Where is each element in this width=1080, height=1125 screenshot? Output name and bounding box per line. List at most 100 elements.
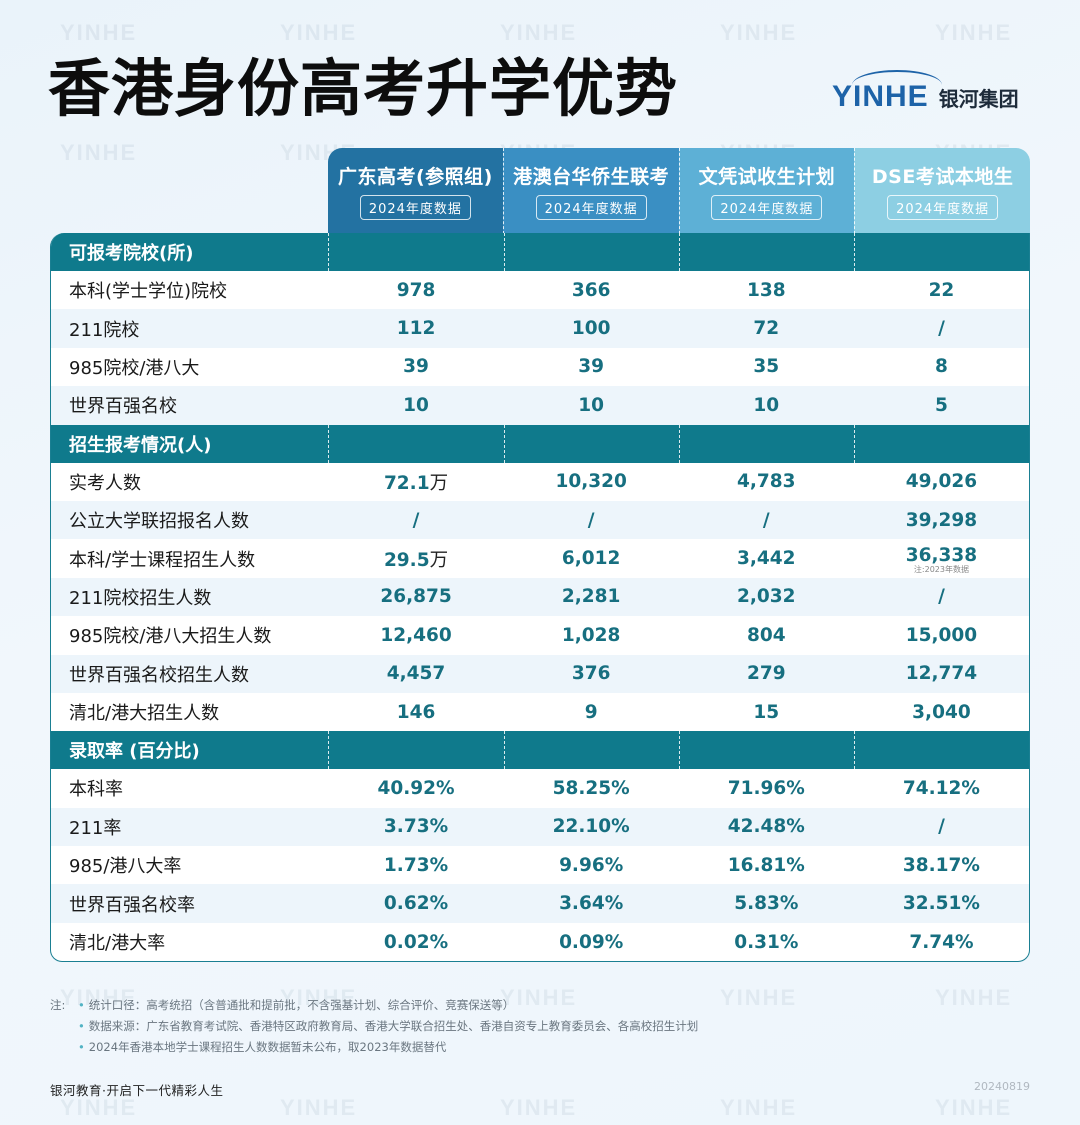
cell-value-wrap: 71.96% [728, 778, 805, 799]
section-title: 招生报考情况(人) [69, 434, 212, 456]
watermark-text: YINHE [280, 1095, 358, 1120]
cell-value-wrap: 2,281 [562, 586, 621, 607]
cell-value: 22 [928, 279, 955, 301]
table-cell: 12,460 [328, 616, 503, 654]
table-cell: 22.10% [504, 808, 679, 846]
yinhe-logo-icon: YINHE [832, 70, 942, 112]
cell-value-wrap: 39 [578, 356, 604, 377]
cell-value: 978 [396, 279, 436, 301]
table-cell: 39 [504, 348, 679, 386]
table-cell: 3,442 [679, 539, 854, 577]
table-row: 实考人数 72.1万 10,320 4,783 49,026 [51, 463, 1029, 501]
cell-value: 10 [403, 394, 429, 416]
row-label: 985院校/港八大招生人数 [69, 626, 272, 648]
section-header-cell [853, 424, 1029, 463]
cell-value-wrap: 35 [753, 356, 779, 377]
cell-value: / [938, 586, 945, 608]
cell-value: / [412, 509, 420, 531]
cell-value: 10,320 [555, 471, 627, 493]
section-header-cell [328, 731, 503, 770]
table-cell: 1,028 [504, 616, 679, 654]
cell-value: 146 [396, 701, 436, 723]
column-title: DSE考试本地生 [871, 166, 1014, 188]
watermark-text: YINHE [60, 140, 138, 165]
table-cell: 2,032 [679, 578, 854, 616]
table-row: 211率 3.73% 22.10% 42.48% / [51, 807, 1029, 847]
column-year-badge: 2024年度数据 [535, 195, 647, 220]
cell-value-wrap: 279 [747, 663, 786, 684]
cell-value-wrap: 38.17% [903, 855, 980, 876]
cell-value-wrap: 3.73% [384, 816, 448, 837]
cell-value: 138 [746, 279, 786, 301]
table-cell: 6,012 [504, 539, 679, 577]
table-row: 985院校/港八大 39 39 35 8 [51, 348, 1029, 386]
cell-value-wrap: 10 [578, 395, 604, 416]
table-cell: 3.73% [328, 808, 503, 846]
cell-value: 22.10% [552, 816, 630, 838]
cell-value-wrap: / [413, 510, 420, 531]
cell-value: 2,032 [737, 586, 796, 608]
cell-value: 804 [746, 624, 786, 646]
cell-value-wrap: 3,442 [737, 548, 796, 569]
cell-value-wrap: 138 [747, 280, 786, 301]
cell-value-wrap: 74.12% [903, 778, 980, 799]
cell-value: 6,012 [561, 548, 621, 570]
cell-value-wrap: 10,320 [555, 471, 626, 492]
row-label: 清北/港大招生人数 [69, 703, 220, 725]
cell-value: / [762, 509, 770, 531]
table-cell: 9 [504, 693, 679, 731]
footnote-line: 注: • 统计口径：高考统招（含普通批和提前批，不含强基计划、综合评价、竞赛保送… [50, 995, 698, 1016]
cell-value: 4,783 [737, 471, 796, 493]
cell-value-wrap: 36,338 [906, 545, 977, 566]
cell-unit: 万 [429, 549, 449, 571]
table-cell: 0.31% [679, 923, 854, 961]
cell-value-wrap: / [938, 586, 945, 607]
bullet-icon: • [78, 1040, 85, 1054]
cell-value-wrap: 804 [747, 625, 786, 646]
cell-value-wrap: 4,457 [387, 663, 446, 684]
cell-value: 0.62% [383, 893, 449, 915]
row-label: 本科/学士课程招生人数 [69, 549, 256, 571]
cell-value: 38.17% [902, 854, 980, 876]
cell-value-wrap: 40.92% [377, 778, 454, 799]
comparison-table: 可报考院校(所) 本科(学士学位)院校 978 366 138 22 211院校 112 100… [50, 233, 1030, 963]
section-header: 招生报考情况(人) [51, 424, 1029, 463]
watermark-text: YINHE [720, 1095, 798, 1120]
cell-value-wrap: 15,000 [906, 625, 977, 646]
section-header-cell [853, 731, 1029, 770]
table-cell: 978 [328, 271, 503, 309]
table-cell: 0.02% [328, 923, 503, 961]
footer-date: 20240819 [974, 1080, 1030, 1093]
cell-value: 7.74% [909, 931, 974, 953]
row-label: 211院校 [69, 319, 140, 341]
column-year-badge: 2024年度数据 [711, 195, 823, 220]
cell-value-wrap: 0.09% [559, 932, 623, 953]
table-cell: 22 [854, 271, 1029, 309]
row-label: 本科(学士学位)院校 [69, 281, 228, 303]
table-cell: 26,875 [328, 578, 503, 616]
cell-value-wrap: 26,875 [380, 586, 451, 607]
table-cell: 36,338 注:2023年数据 [854, 539, 1029, 577]
watermark-text: YINHE [500, 1095, 578, 1120]
cell-value-wrap: 7.74% [909, 932, 973, 953]
cell-value: 0.09% [559, 931, 624, 953]
cell-value-wrap: 112 [397, 318, 436, 339]
table-row: 公立大学联招报名人数 / / / 39,298 [51, 500, 1029, 540]
table-cell: 8 [854, 348, 1029, 386]
cell-value-wrap: 146 [397, 702, 436, 723]
cell-value: 39 [578, 356, 605, 378]
cell-value-wrap: 376 [572, 663, 611, 684]
cell-value: 0.02% [383, 931, 449, 953]
cell-value: 72 [753, 318, 780, 340]
brand-logo: YINHE 银河集团 [832, 70, 1019, 112]
cell-value-wrap: 3.64% [559, 893, 623, 914]
logo-arc-icon [852, 70, 942, 100]
footnote-text: 数据来源：广东省教育考试院、香港特区政府教育局、香港大学联合招生处、香港自资专上… [88, 1019, 699, 1033]
cell-value: 8 [935, 356, 948, 378]
column-year-badge: 2024年度数据 [359, 195, 471, 220]
table-cell: 72 [679, 309, 854, 347]
section-header-cell [503, 424, 679, 463]
table-cell: 15,000 [854, 616, 1029, 654]
table-row: 清北/港大招生人数 146 9 15 3,040 [51, 693, 1029, 731]
section-header-cell [678, 731, 854, 770]
